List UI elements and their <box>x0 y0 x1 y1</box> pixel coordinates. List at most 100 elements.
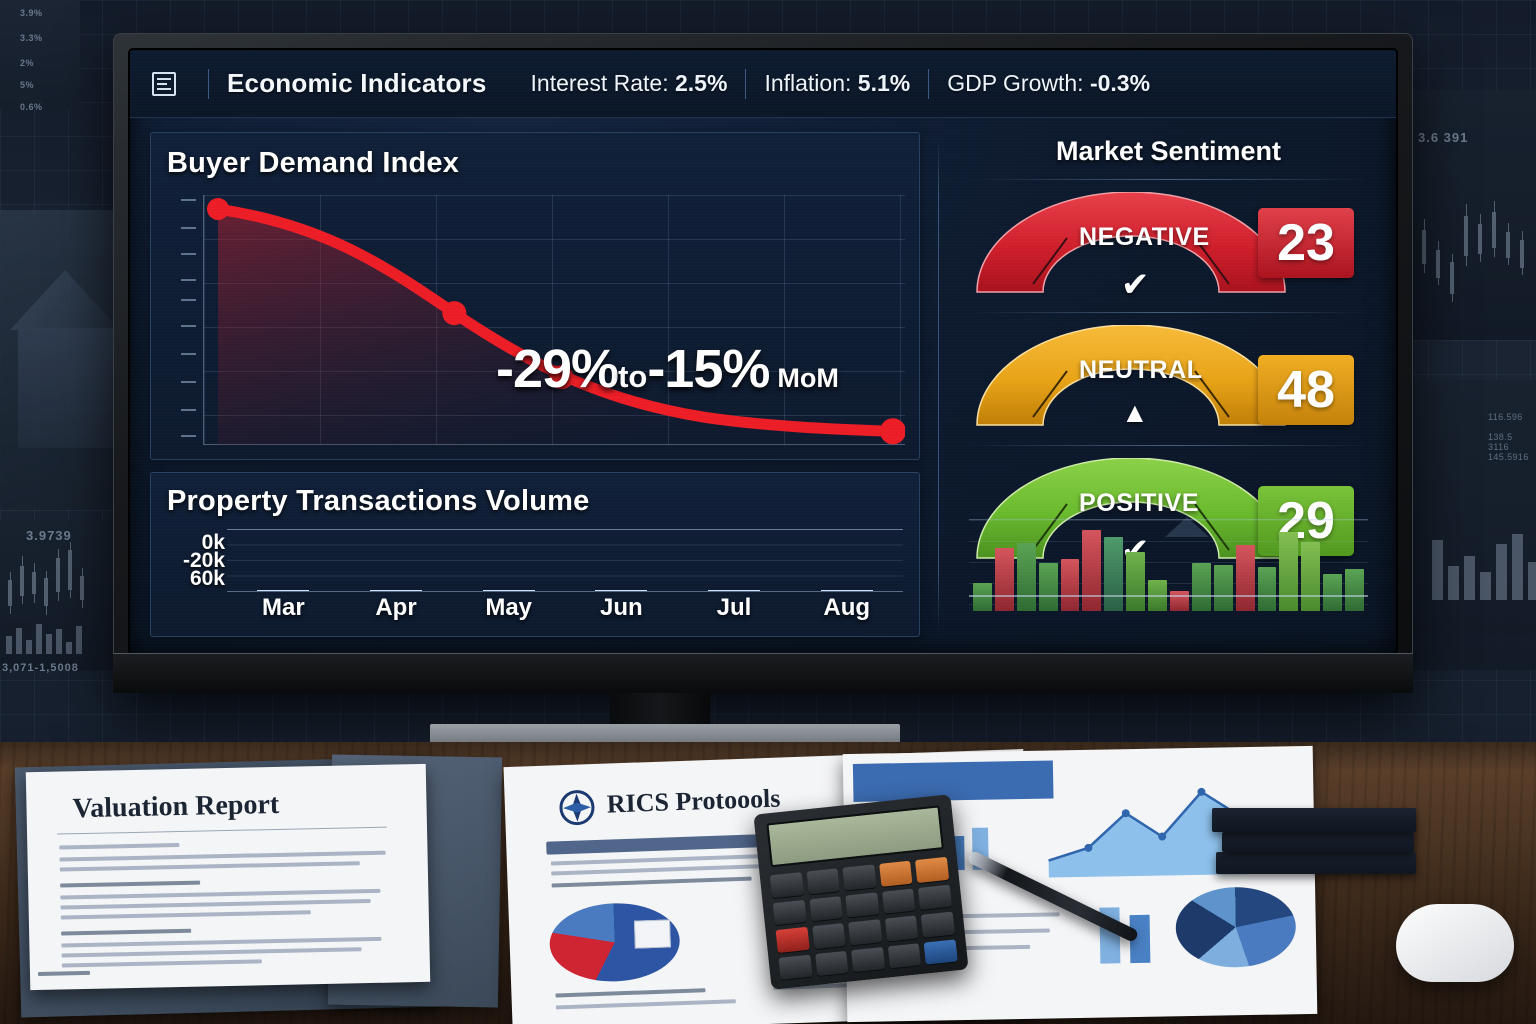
mini-bar <box>1038 563 1058 611</box>
sentiment-divider <box>969 445 1368 446</box>
line-chart-marker <box>207 198 230 221</box>
bar-apr[interactable] <box>370 590 422 591</box>
calc-key <box>772 899 807 926</box>
calc-key <box>814 950 849 977</box>
paper-pie-chart <box>1175 886 1297 969</box>
mini-bar <box>1170 590 1189 611</box>
buyer-demand-annotation: -29%to-15% MoM <box>496 338 839 400</box>
stat-interest-rate-label: Interest Rate: <box>530 70 675 96</box>
rics-compass-logo <box>559 790 595 826</box>
calc-key <box>884 915 919 942</box>
paper-table-header <box>852 760 1054 802</box>
calc-key <box>918 884 953 910</box>
mini-histogram-baseline <box>969 595 1368 597</box>
calculator[interactable] <box>753 794 969 990</box>
mini-bar <box>1082 530 1102 611</box>
topbar-divider <box>928 68 930 99</box>
dashboard-body: Buyer Demand Index <box>130 118 1396 653</box>
mini-bar <box>1126 552 1146 611</box>
computer-mouse[interactable] <box>1396 904 1514 982</box>
gauge-positive[interactable]: POSITIVE ✔ 29 <box>967 458 1370 568</box>
mini-bar <box>1016 542 1036 611</box>
mini-bar <box>1279 531 1299 611</box>
stat-inflation-label: Inflation: <box>764 70 858 96</box>
mini-histogram-bars <box>973 519 1365 611</box>
background-right-number: 3.6 391 <box>1418 130 1469 145</box>
background-right-label: 145.5916 <box>1488 452 1529 462</box>
background-right-label: 116.596 <box>1488 412 1523 422</box>
sentiment-divider <box>969 179 1368 180</box>
mini-bar <box>1257 566 1277 611</box>
background-right-label: 138.5 3116 <box>1488 432 1513 452</box>
calc-key <box>878 860 913 887</box>
bar-may[interactable] <box>482 590 535 591</box>
bar-x-label-mar: Mar <box>261 594 305 621</box>
calc-key <box>851 946 885 973</box>
mini-bar <box>994 548 1014 611</box>
book-stack <box>1212 764 1416 874</box>
page-title: Economic Indicators <box>227 68 487 98</box>
bar-slot <box>790 590 903 591</box>
bar-mar[interactable] <box>257 590 310 591</box>
calculator-display <box>766 805 944 868</box>
calc-key <box>915 856 950 883</box>
list-menu-icon[interactable] <box>152 71 176 96</box>
desk-surface: Valuation Report RICS Protoools <box>0 742 1536 1024</box>
bar-y-label: 0k <box>201 530 225 554</box>
sentiment-mini-histogram <box>969 513 1368 631</box>
line-chart-marker <box>879 418 905 445</box>
bar-chart-x-labels: Mar Apr May Jun Jul Aug <box>227 594 903 628</box>
left-column: Buyer Demand Index <box>150 132 920 637</box>
mini-bar <box>1191 563 1211 611</box>
stat-gdp-growth-label: GDP Growth: <box>947 70 1090 96</box>
bar-jul[interactable] <box>708 590 761 591</box>
background-left-footer: 3,071-1,5008 <box>2 662 79 674</box>
gauge-neutral-needle: ▲ <box>1121 397 1149 428</box>
bar-aug[interactable] <box>820 590 873 591</box>
rics-protocols-title: RICS Protoools <box>606 783 781 819</box>
monitor-screen: Economic Indicators Interest Rate: 2.5% … <box>130 50 1396 653</box>
calc-key <box>848 919 883 945</box>
line-chart-plot <box>203 195 905 446</box>
calc-key <box>806 868 840 894</box>
mini-bar <box>1345 568 1365 611</box>
mini-bar <box>973 583 992 611</box>
monitor-bottom-bezel <box>113 653 1413 693</box>
bar-chart-top-rule <box>227 529 903 530</box>
line-chart-path <box>212 203 899 437</box>
paper-bottom-bars <box>1167 984 1307 986</box>
bar-slot <box>678 590 791 591</box>
calculator-keypad[interactable] <box>769 856 958 980</box>
bar-slot <box>565 590 678 591</box>
bar-x-label-may: May <box>485 594 533 621</box>
bar-slot <box>227 590 340 591</box>
stat-inflation-value: 5.1% <box>857 70 911 96</box>
sentiment-divider <box>969 312 1368 313</box>
line-chart-marker <box>549 365 574 390</box>
mini-bar <box>1213 565 1233 611</box>
property-transactions-title: Property Transactions Volume <box>167 485 590 517</box>
topbar-divider <box>208 68 209 99</box>
annotation-connector: to <box>618 359 648 394</box>
bar-jun[interactable] <box>595 590 648 591</box>
stat-gdp-growth-value: -0.3% <box>1089 70 1151 96</box>
gauge-neutral[interactable]: NEUTRAL ▲ 48 <box>967 325 1370 433</box>
gauge-neutral-value: 48 <box>1258 355 1354 425</box>
stat-inflation: Inflation: 5.1% <box>764 70 910 97</box>
background-percent-label: 2% <box>20 58 35 68</box>
gauge-negative-label: NEGATIVE <box>1079 223 1210 251</box>
stat-interest-rate-value: 2.5% <box>675 70 728 96</box>
gauge-negative-value: 23 <box>1258 208 1354 278</box>
bar-slot <box>340 590 453 591</box>
gauge-positive-label: POSITIVE <box>1079 489 1200 517</box>
bar-chart-y-labels: 0k -20k 60k <box>167 529 225 592</box>
buyer-demand-line-svg <box>207 198 905 446</box>
rics-protocols-paper[interactable]: RICS Protoools <box>503 749 1033 1024</box>
background-candlestick-chart-left: 3.9739 3,071-1,5008 <box>0 520 118 674</box>
valuation-report-paper[interactable]: Valuation Report <box>25 763 431 991</box>
bar-x-label-aug: Aug <box>823 594 871 621</box>
background-left-number: 3.9739 <box>26 528 72 543</box>
market-sentiment-panel: Market Sentiment NEGATIVE <box>961 132 1376 637</box>
gauge-negative[interactable]: NEGATIVE ✔ 23 <box>967 192 1370 304</box>
gauge-negative-needle: ✔ <box>1121 266 1150 304</box>
